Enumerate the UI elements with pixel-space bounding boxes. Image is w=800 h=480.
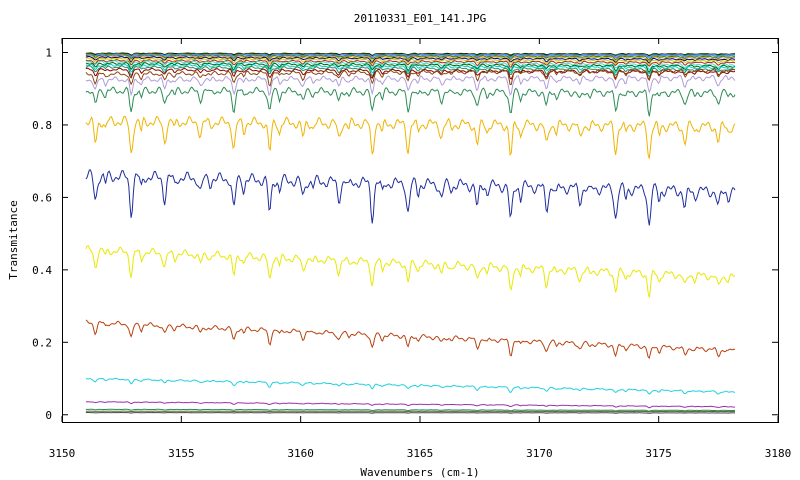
x-tick-label: 3165 xyxy=(407,447,434,460)
series-line xyxy=(85,67,736,81)
x-tick-label: 3160 xyxy=(287,447,314,460)
y-tick-label: 0.2 xyxy=(32,336,52,349)
y-tick-label: 1 xyxy=(45,46,52,59)
y-axis-label: Transmitance xyxy=(7,200,20,279)
series-line xyxy=(85,245,736,298)
series-line xyxy=(85,410,736,413)
series-line xyxy=(85,54,736,61)
y-tick-label: 0.4 xyxy=(32,264,52,277)
series-line xyxy=(85,74,736,97)
y-tick-label: 0.6 xyxy=(32,191,52,204)
x-tick-label: 3150 xyxy=(49,447,76,460)
series-line xyxy=(85,115,736,159)
series-line xyxy=(85,319,736,360)
series-line xyxy=(85,65,736,78)
x-tick-label: 3155 xyxy=(168,447,195,460)
series-line xyxy=(85,59,736,68)
series-line xyxy=(85,169,736,226)
series-layer xyxy=(85,52,736,414)
x-tick-label: 3170 xyxy=(526,447,553,460)
series-line xyxy=(85,57,736,66)
series-line xyxy=(85,377,736,395)
series-line xyxy=(85,55,735,64)
x-axis-label: Wavenumbers (cm-1) xyxy=(360,466,479,479)
x-tick-label: 3180 xyxy=(765,447,792,460)
series-line xyxy=(85,63,735,75)
series-line xyxy=(85,61,736,74)
y-tick-label: 0 xyxy=(45,409,52,422)
series-line xyxy=(85,86,736,117)
y-tick-label: 0.8 xyxy=(32,119,52,132)
series-line xyxy=(85,408,736,412)
series-line xyxy=(85,67,736,87)
chart-title: 20110331_E01_141.JPG xyxy=(354,12,486,25)
series-line xyxy=(85,60,736,71)
series-line xyxy=(85,54,736,62)
series-line xyxy=(85,411,735,414)
x-tick-label: 3175 xyxy=(645,447,672,460)
tick-layer: 3150 3155 3160 3165 3170 3175 3180 0 0.2 0.4 0.6 0.… xyxy=(32,38,791,460)
series-line xyxy=(85,53,735,59)
series-line xyxy=(85,401,736,409)
